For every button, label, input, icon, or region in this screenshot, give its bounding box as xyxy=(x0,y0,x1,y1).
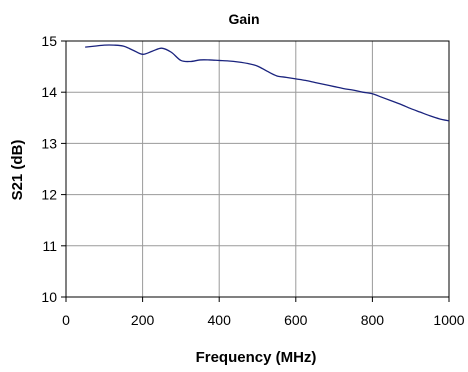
y-tick-label: 14 xyxy=(41,84,57,100)
plot-area-frame xyxy=(65,40,450,298)
x-tick-label: 400 xyxy=(208,312,232,328)
y-tick-label: 11 xyxy=(42,238,57,254)
series-layer xyxy=(85,44,450,122)
x-tick-label: 200 xyxy=(131,312,155,328)
y-tick-label: 15 xyxy=(41,33,57,49)
series-line xyxy=(85,44,450,122)
x-tick-label: 1000 xyxy=(433,312,464,328)
y-tick-label: 13 xyxy=(41,135,57,151)
y-axis-ticks: 10 11 12 13 14 15 xyxy=(41,33,66,305)
y-axis-label: S21 (dB) xyxy=(9,140,26,201)
x-tick-label: 0 xyxy=(62,312,70,328)
grid-lines xyxy=(66,41,449,297)
chart-title: Gain xyxy=(228,11,259,27)
y-tick-label: 10 xyxy=(41,289,57,305)
y-tick-label: 12 xyxy=(41,187,57,203)
x-tick-label: 800 xyxy=(361,312,385,328)
x-axis-label: Frequency (MHz) xyxy=(196,349,317,366)
x-tick-label: 600 xyxy=(284,312,308,328)
x-axis-ticks: 0 200 400 600 800 1000 xyxy=(62,297,465,328)
